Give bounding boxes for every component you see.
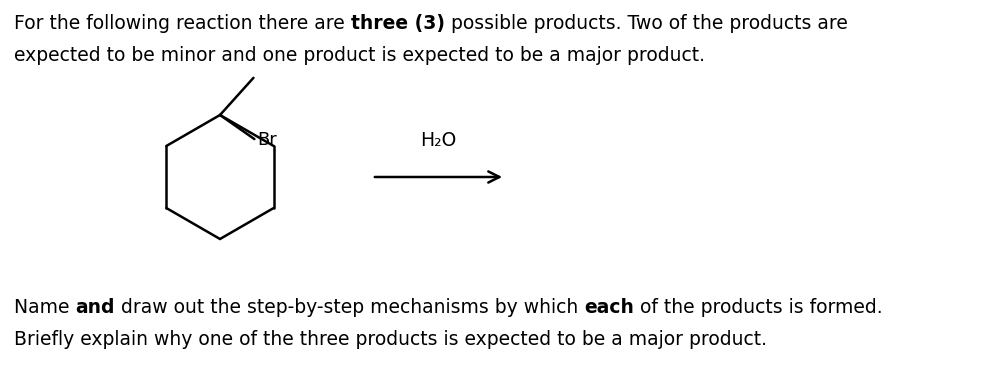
Text: draw out the step-by-step mechanisms by which: draw out the step-by-step mechanisms by … bbox=[115, 298, 585, 317]
Text: For the following reaction there are: For the following reaction there are bbox=[14, 14, 351, 33]
Text: H₂O: H₂O bbox=[420, 131, 457, 150]
Text: each: each bbox=[585, 298, 634, 317]
Text: Name: Name bbox=[14, 298, 76, 317]
Text: Briefly explain why one of the three products is expected to be a major product.: Briefly explain why one of the three pro… bbox=[14, 330, 767, 349]
Text: and: and bbox=[76, 298, 115, 317]
Text: possible products. Two of the products are: possible products. Two of the products a… bbox=[445, 14, 848, 33]
Text: Br: Br bbox=[257, 131, 277, 149]
Text: three (3): three (3) bbox=[351, 14, 445, 33]
Text: expected to be minor and one product is expected to be a major product.: expected to be minor and one product is … bbox=[14, 46, 705, 65]
Text: of the products is formed.: of the products is formed. bbox=[634, 298, 883, 317]
